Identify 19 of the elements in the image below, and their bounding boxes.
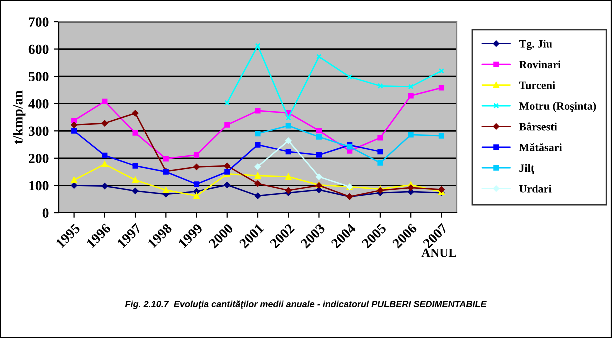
y-tick-label: 500 [29, 72, 49, 82]
caption: Fig. 2.10.7 Evoluţia cantităţilor medii anuale - indicatorul PULBERI SEDIMENTABILE [125, 300, 487, 310]
legend-label: Tg. Jiu [519, 40, 552, 50]
x-axis-title: ANUL [422, 248, 456, 258]
y-axis-title: t/kmp/an [13, 90, 26, 144]
y-tick-label: 0 [42, 208, 49, 218]
legend-label: Jilţ [520, 164, 535, 174]
legend-label: Urdari [519, 184, 552, 193]
y-tick-label: 100 [30, 181, 49, 191]
y-tick-label: 700 [29, 18, 49, 27]
legend-label: Bârsesti [519, 122, 558, 131]
y-tick-label: 600 [28, 44, 49, 54]
legend-label: Mătăsari [519, 143, 562, 152]
y-tick-label: 400 [28, 99, 49, 109]
y-tick-label: 300 [28, 126, 49, 136]
legend-label: Rovinari [519, 60, 561, 69]
legend-label: Turceni [519, 81, 556, 90]
legend-label: Motru (Roşinta) [519, 102, 596, 112]
y-tick-label: 200 [29, 154, 49, 164]
